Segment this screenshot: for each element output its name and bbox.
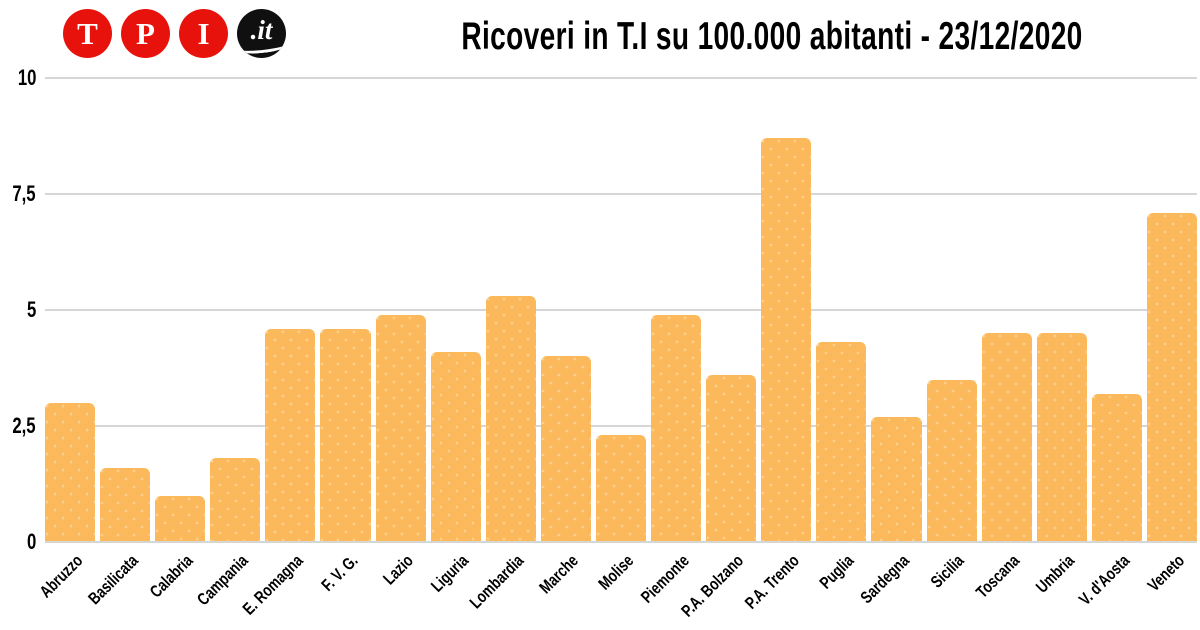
x-axis-label: V. d'Aosta <box>1075 551 1134 610</box>
logo-circle-t: T <box>63 9 112 58</box>
bar-slot: P.A. Trento <box>741 78 812 613</box>
bar-Toscana <box>981 333 1032 542</box>
x-axis-label: Liguria <box>427 551 473 596</box>
y-tick-label: 5 <box>26 297 36 322</box>
bar-Lazio <box>375 314 426 542</box>
x-axis-label: Toscana <box>972 551 1024 602</box>
bar-slot: Campania <box>194 78 261 609</box>
bar-Puglia <box>816 342 867 542</box>
x-axis-label: Calabria <box>146 551 197 602</box>
bar-slot: Veneto <box>1144 78 1197 595</box>
bar-P.A. Trento <box>761 138 812 542</box>
bar-slot: Sicilia <box>926 78 977 592</box>
gridline-7,5 <box>45 193 1197 195</box>
bar-Veneto <box>1146 212 1197 542</box>
bar-slot: Puglia <box>816 78 867 593</box>
bar-slot: Umbria <box>1032 78 1087 597</box>
logo-letter-p: P <box>136 15 155 51</box>
gridline-2,5 <box>45 425 1197 427</box>
bar-slot: F. V. G. <box>318 78 371 595</box>
logo-circle-i: I <box>179 9 228 58</box>
bar-slot: Toscana <box>972 78 1032 602</box>
logo-circle-p: P <box>121 9 170 58</box>
bar-slot: Lazio <box>375 78 426 588</box>
bar-Campania <box>210 458 261 542</box>
bar-slot: Sardegna <box>857 78 922 607</box>
x-axis-label: Veneto <box>1144 551 1189 596</box>
x-axis-label: Abruzzo <box>36 551 87 602</box>
bar-slot: P.A. Bolzano <box>678 78 757 621</box>
bar-slot: E. Romagna <box>239 78 316 619</box>
logo-it-label: .it <box>250 15 273 45</box>
gridline-0 <box>45 541 1197 543</box>
bar-Sardegna <box>871 416 922 542</box>
x-axis-label: Sardegna <box>856 551 913 608</box>
x-axis-label: Marche <box>536 551 583 598</box>
x-axis-label: P.A. Trento <box>740 551 803 613</box>
logo-letter-i: I <box>197 15 210 51</box>
gridline-10 <box>45 77 1197 79</box>
y-tick-label: 2,5 <box>12 413 36 438</box>
x-axis-label: Molise <box>594 551 638 594</box>
bar-Molise <box>595 435 647 542</box>
chart-title: Ricoveri in T.I su 100.000 abitanti - 23… <box>461 15 1083 58</box>
x-axis-label: Basilicata <box>84 551 142 609</box>
y-tick-label: 0 <box>26 529 36 554</box>
x-axis-label: Lazio <box>379 551 418 589</box>
bar-slot: V. d'Aosta <box>1075 78 1142 609</box>
x-axis-label: Umbria <box>1032 551 1079 597</box>
bar-E. Romagna <box>265 328 316 542</box>
bar-Lombardia <box>485 296 536 542</box>
bar-slot: Marche <box>536 78 591 597</box>
y-tick-label: 10 <box>17 65 36 90</box>
bar-series: Abruzzo Basilicata Calabria Campania E. Roma… <box>36 78 1197 621</box>
bar-slot: Abruzzo <box>36 78 96 601</box>
bar-P.A. Bolzano <box>706 374 757 542</box>
bar-slot: Calabria <box>146 78 206 601</box>
bar-Abruzzo <box>45 402 96 542</box>
x-axis-label: E. Romagna <box>239 551 307 619</box>
x-axis-label: F. V. G. <box>318 551 362 595</box>
bar-Marche <box>540 356 591 542</box>
y-axis: 10 7,5 5 2,5 0 <box>0 65 36 554</box>
logo-letter-t: T <box>77 15 98 51</box>
x-axis-label: Sicilia <box>927 551 968 592</box>
bar-V. d'Aosta <box>1091 393 1142 542</box>
gridline-5 <box>45 309 1197 311</box>
logo-swoosh-icon <box>237 34 286 56</box>
bar-F. V. G. <box>320 328 371 542</box>
y-tick-label: 7,5 <box>12 181 36 206</box>
tpi-logo: T P I .it <box>63 9 286 58</box>
bar-Sicilia <box>926 379 977 542</box>
bar-Liguria <box>430 351 481 542</box>
x-axis-label: Lombardia <box>465 551 528 613</box>
bar-Basilicata <box>100 467 151 542</box>
bar-Calabria <box>155 495 206 542</box>
bar-slot: Molise <box>595 78 647 594</box>
logo-circle-it: .it <box>237 9 286 58</box>
bar-slot: Basilicata <box>84 78 151 608</box>
bar-Piemonte <box>651 314 702 542</box>
bar-slot: Lombardia <box>466 78 536 612</box>
bar-slot: Piemonte <box>637 78 702 607</box>
bar-slot: Liguria <box>427 78 481 596</box>
x-axis-label: Puglia <box>816 551 858 593</box>
plot-area: Abruzzo Basilicata Calabria Campania E. Roma… <box>36 77 1197 621</box>
bar-Umbria <box>1036 333 1087 542</box>
